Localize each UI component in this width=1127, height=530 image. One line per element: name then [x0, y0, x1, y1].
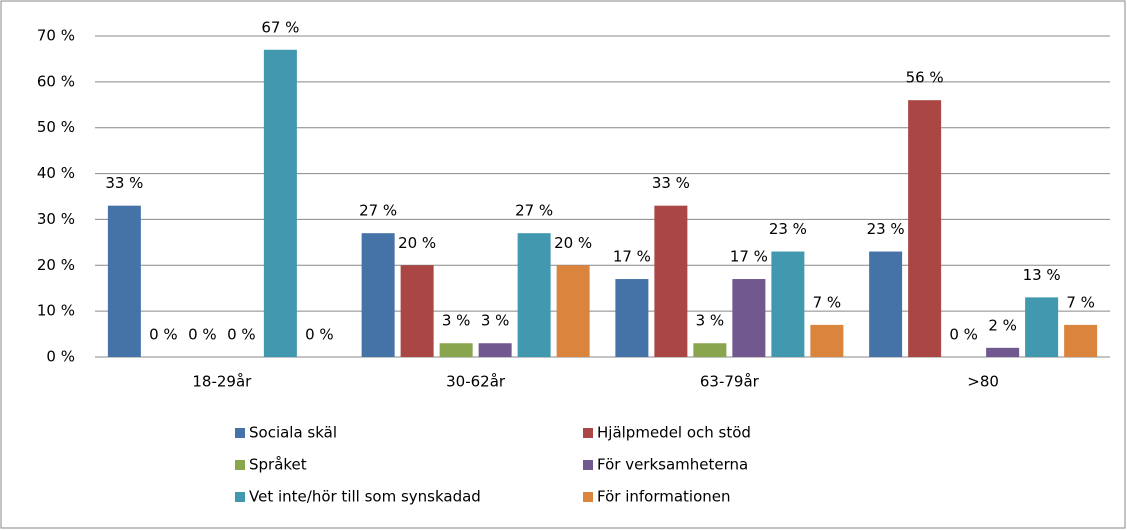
bar [439, 343, 473, 357]
bar [654, 205, 688, 357]
bar [986, 347, 1020, 357]
bar [615, 279, 649, 357]
legend-swatch [583, 492, 593, 502]
value-label: 23 % [867, 220, 905, 238]
x-tick-label: 30-62år [446, 373, 506, 391]
x-tick-label: >80 [967, 373, 999, 391]
legend-swatch [583, 428, 593, 438]
value-label: 13 % [1023, 266, 1061, 284]
value-label: 67 % [261, 18, 299, 36]
y-tick-label: 60 % [37, 72, 75, 90]
bar [1064, 324, 1098, 357]
legend-label: Sociala skäl [249, 424, 337, 442]
value-label: 3 % [481, 312, 510, 330]
bar [361, 233, 395, 357]
value-label: 20 % [554, 234, 592, 252]
value-label: 0 % [188, 326, 217, 344]
legend-label: Hjälpmedel och stöd [597, 424, 751, 442]
value-label: 27 % [359, 202, 397, 220]
value-label: 27 % [515, 202, 553, 220]
value-label: 17 % [730, 248, 768, 266]
value-label: 7 % [813, 293, 842, 311]
x-tick-label: 18-29år [192, 373, 252, 391]
bar [732, 279, 766, 357]
bar [556, 265, 590, 357]
legend-label: För informationen [597, 488, 731, 506]
value-label: 0 % [227, 326, 256, 344]
bar [810, 324, 844, 357]
y-tick-label: 20 % [37, 256, 75, 274]
legend-swatch [583, 460, 593, 470]
legend-swatch [235, 460, 245, 470]
y-tick-label: 10 % [37, 302, 75, 320]
value-label: 56 % [906, 69, 944, 87]
value-label: 0 % [149, 326, 178, 344]
y-tick-label: 70 % [37, 27, 75, 45]
value-label: 33 % [105, 174, 143, 192]
legend-swatch [235, 428, 245, 438]
value-label: 0 % [305, 326, 334, 344]
legend-label: För verksamheterna [597, 456, 748, 474]
y-tick-label: 50 % [37, 118, 75, 136]
y-tick-label: 30 % [37, 210, 75, 228]
bar [693, 343, 727, 357]
bar [869, 251, 903, 357]
legend-label: Språket [249, 456, 307, 474]
value-label: 3 % [696, 312, 725, 330]
value-label: 7 % [1066, 293, 1095, 311]
bar [908, 100, 942, 357]
value-label: 3 % [442, 312, 471, 330]
y-tick-label: 0 % [46, 348, 75, 366]
bar [263, 49, 297, 357]
value-label: 17 % [613, 248, 651, 266]
value-label: 2 % [988, 316, 1017, 334]
bar [478, 343, 512, 357]
value-label: 33 % [652, 174, 690, 192]
bar [107, 205, 141, 357]
value-label: 23 % [769, 220, 807, 238]
legend-swatch [235, 492, 245, 502]
value-label: 20 % [398, 234, 436, 252]
bar [771, 251, 805, 357]
bar [517, 233, 551, 357]
legend-label: Vet inte/hör till som synskadad [249, 488, 481, 506]
x-tick-label: 63-79år [700, 373, 760, 391]
y-tick-label: 40 % [37, 164, 75, 182]
bar [1025, 297, 1059, 357]
value-label: 0 % [949, 326, 978, 344]
bar [400, 265, 434, 357]
